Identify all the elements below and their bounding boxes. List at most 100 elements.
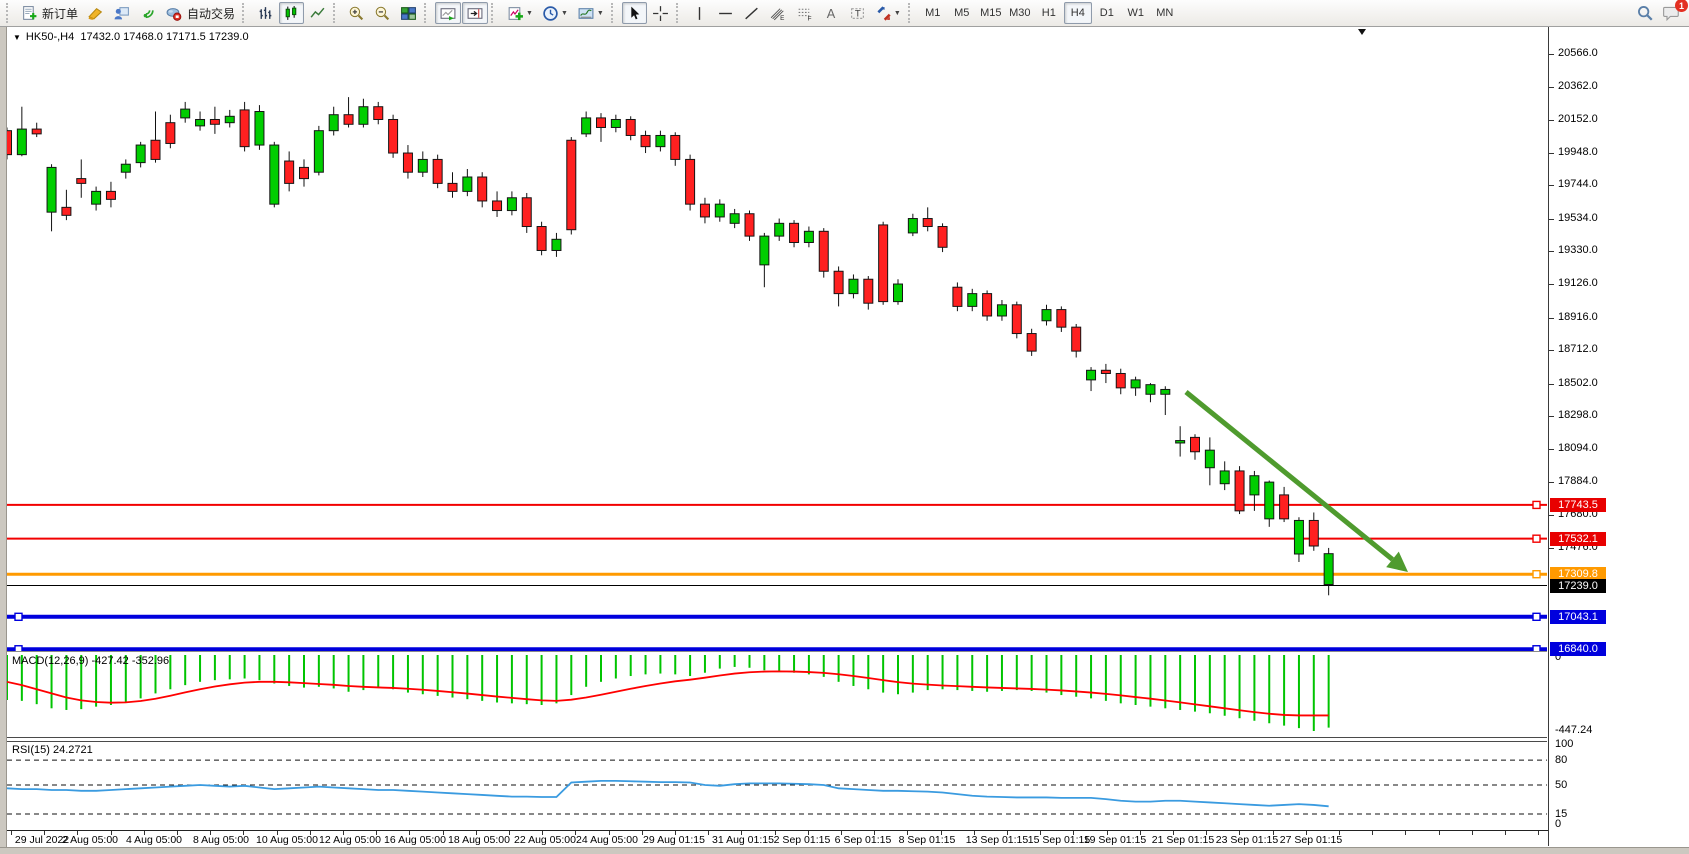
chart-symbol-period: HK50-,H4 xyxy=(25,31,75,43)
panel-separator[interactable] xyxy=(7,651,1547,652)
panel-separator[interactable] xyxy=(7,737,1547,742)
price-tick xyxy=(1549,218,1554,220)
toolbar-grip[interactable] xyxy=(6,3,12,23)
macd-panel[interactable] xyxy=(7,652,1547,737)
vertical-line-button[interactable] xyxy=(687,2,712,24)
toolbar-grip[interactable] xyxy=(675,3,682,23)
text-button[interactable]: A xyxy=(819,2,844,24)
line-chart-button[interactable] xyxy=(305,2,330,24)
timeframe-w1-button[interactable]: W1 xyxy=(1127,7,1145,19)
time-tick-label: 10 Aug 05:00 xyxy=(256,834,318,846)
price-tick-label: 19744.0 xyxy=(1558,178,1598,191)
signals-button[interactable] xyxy=(135,2,160,24)
price-line-badge[interactable]: 17239.0 xyxy=(1550,578,1606,593)
svg-text:T: T xyxy=(855,8,861,19)
price-line-badge[interactable]: 17043.1 xyxy=(1550,609,1606,624)
fibonacci-button[interactable]: F xyxy=(792,2,818,24)
time-tick-label: 8 Aug 05:00 xyxy=(192,834,250,846)
window-bottom-edge xyxy=(0,847,1689,854)
down-arrow-annotation[interactable] xyxy=(1184,390,1408,572)
candles-layer xyxy=(7,97,1334,596)
time-axis[interactable]: 29 Jul 2022 2 Aug 05:00 4 Aug 05:00 8 Aug 0… xyxy=(7,831,1547,847)
time-tick xyxy=(44,831,46,835)
autotrading-button[interactable]: 自动交易 xyxy=(161,2,239,24)
chevron-down-icon: ▼ xyxy=(596,9,604,17)
indicators-button[interactable]: ▼ xyxy=(502,2,537,24)
marker-pen-button[interactable] xyxy=(83,2,108,24)
rsi-axis-label: 0 xyxy=(1555,818,1562,830)
search-button[interactable] xyxy=(1632,2,1658,24)
equidistant-channel-button[interactable]: E xyxy=(765,2,791,24)
arrows-button[interactable]: ▼ xyxy=(871,2,905,24)
price-line-badge[interactable]: 17309.8 xyxy=(1550,567,1606,582)
time-tick-label: 23 Sep 01:15 xyxy=(1215,834,1279,846)
time-tick xyxy=(11,831,12,835)
main-chart-panel[interactable] xyxy=(7,27,1547,651)
time-tick xyxy=(675,831,676,835)
time-tick xyxy=(1339,831,1340,835)
timeframe-m30-button[interactable]: M30 xyxy=(1009,7,1031,19)
zoom-out-button[interactable] xyxy=(370,2,395,24)
price-line-badge[interactable]: 17743.5 xyxy=(1550,497,1606,512)
auto-scroll-button[interactable] xyxy=(435,2,462,24)
tile-windows-button[interactable] xyxy=(396,2,421,24)
time-tick xyxy=(807,831,809,835)
time-tick xyxy=(177,831,178,835)
toolbar-grip[interactable] xyxy=(333,3,339,23)
time-tick-label: 29 Aug 01:15 xyxy=(643,834,705,846)
chart-shift-icon xyxy=(466,5,484,22)
candlestick-chart-button[interactable] xyxy=(279,2,305,24)
horizontal-line-button[interactable] xyxy=(713,2,738,24)
new-order-button[interactable]: 新订单 xyxy=(17,2,82,24)
time-tick xyxy=(542,831,544,835)
periods-button[interactable]: ▼ xyxy=(538,2,572,24)
toolbar-grip[interactable] xyxy=(610,3,617,23)
price-tick-label: 18712.0 xyxy=(1558,343,1598,356)
trendline-button[interactable] xyxy=(739,2,764,24)
time-tick xyxy=(1040,831,1042,835)
svg-text:E: E xyxy=(780,14,784,21)
rsi-axis-label: 15 xyxy=(1555,808,1568,821)
toolbar-grip[interactable] xyxy=(491,3,497,23)
chart-shift-button[interactable] xyxy=(462,2,489,24)
time-tick-label: 27 Sep 01:15 xyxy=(1279,834,1343,846)
chart-menu-triangle-icon[interactable]: ▼ xyxy=(13,33,21,42)
autotrading-icon xyxy=(165,5,183,22)
rsi-axis-label: 100 xyxy=(1555,738,1574,750)
chat-button[interactable]: 1 xyxy=(1658,0,1688,24)
time-tick xyxy=(243,831,245,835)
crosshair-button[interactable] xyxy=(648,2,673,24)
toolbar-grip[interactable] xyxy=(907,3,914,23)
timeframe-m1-button[interactable]: M1 xyxy=(925,7,941,19)
timeframe-m15-button[interactable]: M15 xyxy=(980,7,1002,19)
bar-chart-button[interactable] xyxy=(253,2,278,24)
time-tick xyxy=(1239,831,1241,835)
price-tick-label: 17884.0 xyxy=(1558,475,1598,488)
cursor-button[interactable] xyxy=(621,2,647,24)
text-label-button[interactable]: T xyxy=(845,2,870,24)
toolbar-grip[interactable] xyxy=(242,3,248,23)
rsi-panel[interactable] xyxy=(7,742,1547,830)
price-line-badge[interactable]: 17532.1 xyxy=(1550,531,1606,546)
timeframe-h4-button[interactable]: H4 xyxy=(1063,2,1092,24)
timeframe-h1-button[interactable]: H1 xyxy=(1041,7,1056,19)
templates-button[interactable]: ▼ xyxy=(573,2,608,24)
profile-button[interactable] xyxy=(109,2,134,24)
toolbar-grip[interactable] xyxy=(424,3,430,23)
time-tick xyxy=(1538,831,1540,835)
hlines-layer[interactable] xyxy=(7,500,1547,651)
chart-title: ▼ HK50-,H4 17432.0 17468.0 17171.5 17239.… xyxy=(13,31,249,43)
timeframe-d1-button[interactable]: D1 xyxy=(1099,7,1114,19)
price-axis[interactable]: 20566.0 20362.0 20152.0 19948.0 19744.0 19534… xyxy=(1548,27,1689,846)
timeframe-m5-button[interactable]: M5 xyxy=(954,7,970,19)
price-tick xyxy=(1549,317,1554,319)
horizontal-line-icon xyxy=(717,5,734,22)
time-tick xyxy=(641,831,643,835)
price-line-badge[interactable]: 16840.0 xyxy=(1550,642,1606,657)
time-tick xyxy=(509,831,510,835)
zoom-in-button[interactable] xyxy=(344,2,369,24)
time-tick xyxy=(1206,831,1208,835)
toolbar: 新订单 自动交易 ▼ ▼ ▼ E F A T xyxy=(0,0,1689,27)
timeframe-mn-button[interactable]: MN xyxy=(1156,7,1174,19)
